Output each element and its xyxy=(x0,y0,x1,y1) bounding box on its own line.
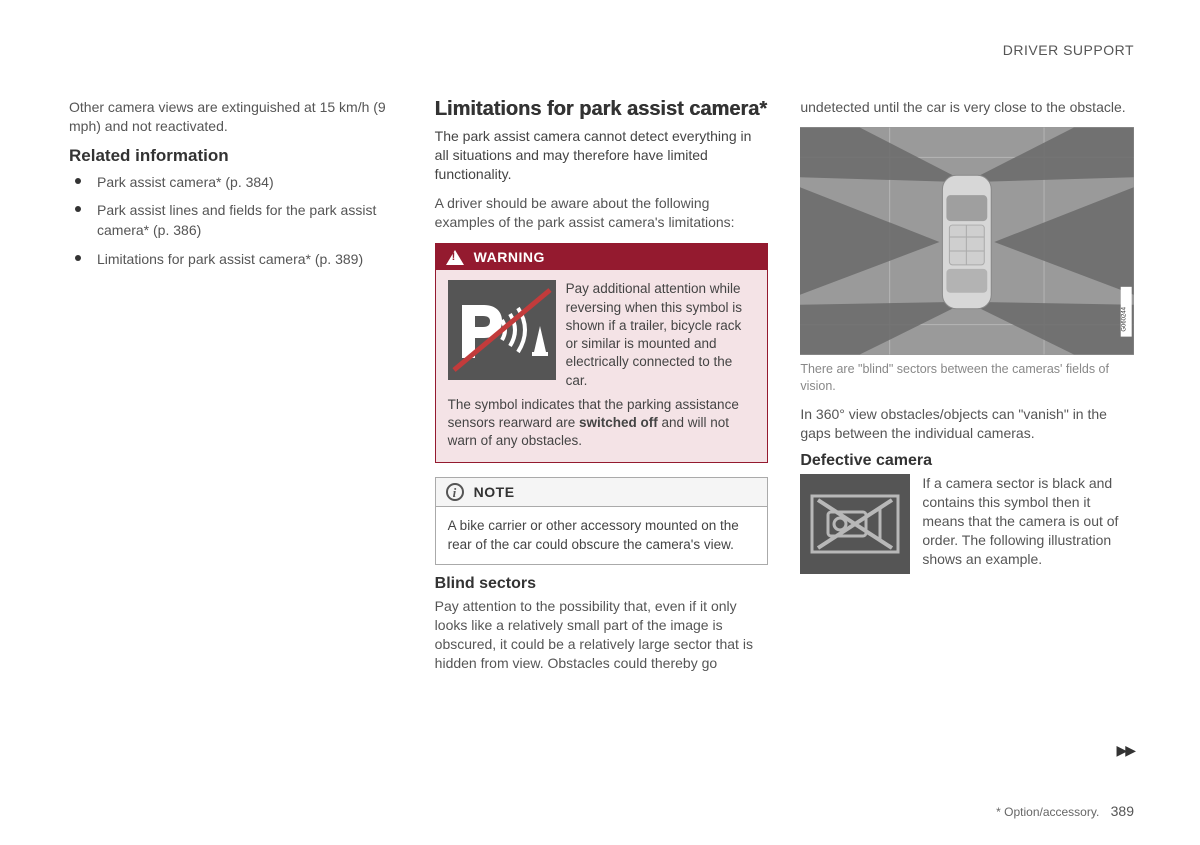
column-3: undetected until the car is very close t… xyxy=(800,98,1134,682)
col1-intro-text: Other camera views are extinguished at 1… xyxy=(69,98,403,136)
article-intro: A driver should be aware about the follo… xyxy=(435,194,769,232)
warning-label: WARNING xyxy=(474,249,545,265)
warning-text-2-bold: switched off xyxy=(579,415,658,430)
park-assist-off-icon xyxy=(448,280,556,380)
image-code: G060244 xyxy=(1122,306,1128,331)
birdview-caption: There are "blind" sectors between the ca… xyxy=(800,361,1134,395)
col3-continuation-text: undetected until the car is very close t… xyxy=(800,98,1134,117)
footnote-text: * Option/accessory. xyxy=(996,805,1099,819)
column-2: Limitations for park assist camera* The … xyxy=(435,98,769,682)
birdview-illustration: G060244 xyxy=(800,127,1134,355)
defective-camera-heading: Defective camera xyxy=(800,452,1134,470)
blind-sectors-text: Pay attention to the possibility that, e… xyxy=(435,597,769,673)
defective-camera-icon xyxy=(800,474,910,574)
defective-camera-block: If a camera sector is black and contains… xyxy=(800,474,1134,574)
note-label: NOTE xyxy=(474,484,515,500)
section-header: DRIVER SUPPORT xyxy=(1003,42,1134,58)
defective-camera-text: If a camera sector is black and contains… xyxy=(922,474,1134,568)
related-info-list: Park assist camera* (p. 384) Park assist… xyxy=(69,172,403,269)
content-columns: Other camera views are extinguished at 1… xyxy=(69,98,1134,682)
article-title: Limitations for park assist camera* xyxy=(435,98,769,121)
column-1: Other camera views are extinguished at 1… xyxy=(69,98,403,682)
page-number: 389 xyxy=(1111,803,1134,819)
note-header: i NOTE xyxy=(436,478,768,507)
related-info-heading: Related information xyxy=(69,146,403,166)
related-item: Limitations for park assist camera* (p. … xyxy=(69,249,403,269)
page-footer: * Option/accessory. 389 xyxy=(996,803,1134,819)
warning-box: WARNING xyxy=(435,243,769,463)
gaps-text: In 360° view obstacles/objects can "vani… xyxy=(800,405,1134,443)
note-body: A bike carrier or other accessory mounte… xyxy=(436,507,768,563)
blind-sectors-heading: Blind sectors xyxy=(435,575,769,593)
related-item: Park assist camera* (p. 384) xyxy=(69,172,403,192)
related-item: Park assist lines and fields for the par… xyxy=(69,200,403,241)
info-icon: i xyxy=(446,483,464,501)
note-box: i NOTE A bike carrier or other accessory… xyxy=(435,477,769,564)
warning-body: Pay additional attention while reversing… xyxy=(436,270,768,462)
warning-triangle-icon xyxy=(446,250,464,265)
warning-text-1: Pay additional attention while reversing… xyxy=(566,281,742,387)
warning-header: WARNING xyxy=(436,244,768,270)
continued-indicator-icon: ▶▶ xyxy=(1116,742,1134,759)
article-lead: The park assist camera cannot detect eve… xyxy=(435,127,769,184)
